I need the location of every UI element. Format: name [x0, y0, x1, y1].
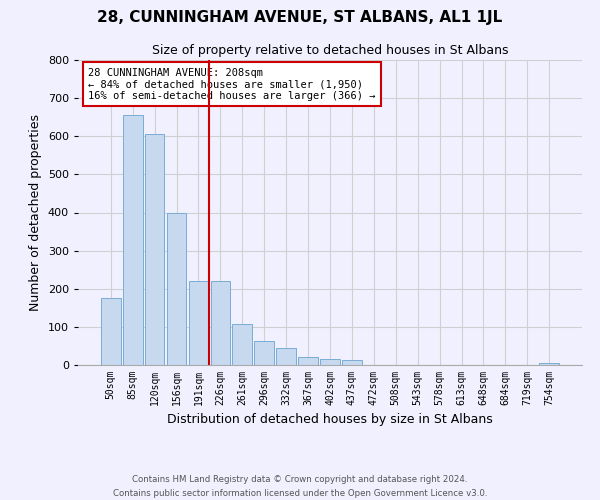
Text: 28, CUNNINGHAM AVENUE, ST ALBANS, AL1 1JL: 28, CUNNINGHAM AVENUE, ST ALBANS, AL1 1J…	[97, 10, 503, 25]
X-axis label: Distribution of detached houses by size in St Albans: Distribution of detached houses by size …	[167, 414, 493, 426]
Bar	[188, 281, 208, 365]
Y-axis label: Number of detached properties: Number of detached properties	[29, 114, 42, 311]
Bar	[211, 281, 230, 365]
Bar	[539, 364, 559, 365]
Bar	[101, 298, 121, 365]
Bar	[232, 324, 252, 365]
Bar	[254, 342, 274, 365]
Bar	[320, 360, 340, 365]
Text: 28 CUNNINGHAM AVENUE: 208sqm
← 84% of detached houses are smaller (1,950)
16% of: 28 CUNNINGHAM AVENUE: 208sqm ← 84% of de…	[88, 68, 376, 101]
Bar	[298, 356, 318, 365]
Title: Size of property relative to detached houses in St Albans: Size of property relative to detached ho…	[152, 44, 508, 58]
Bar	[167, 212, 187, 365]
Bar	[342, 360, 362, 365]
Text: Contains HM Land Registry data © Crown copyright and database right 2024.
Contai: Contains HM Land Registry data © Crown c…	[113, 476, 487, 498]
Bar	[145, 134, 164, 365]
Bar	[276, 348, 296, 365]
Bar	[123, 116, 143, 365]
